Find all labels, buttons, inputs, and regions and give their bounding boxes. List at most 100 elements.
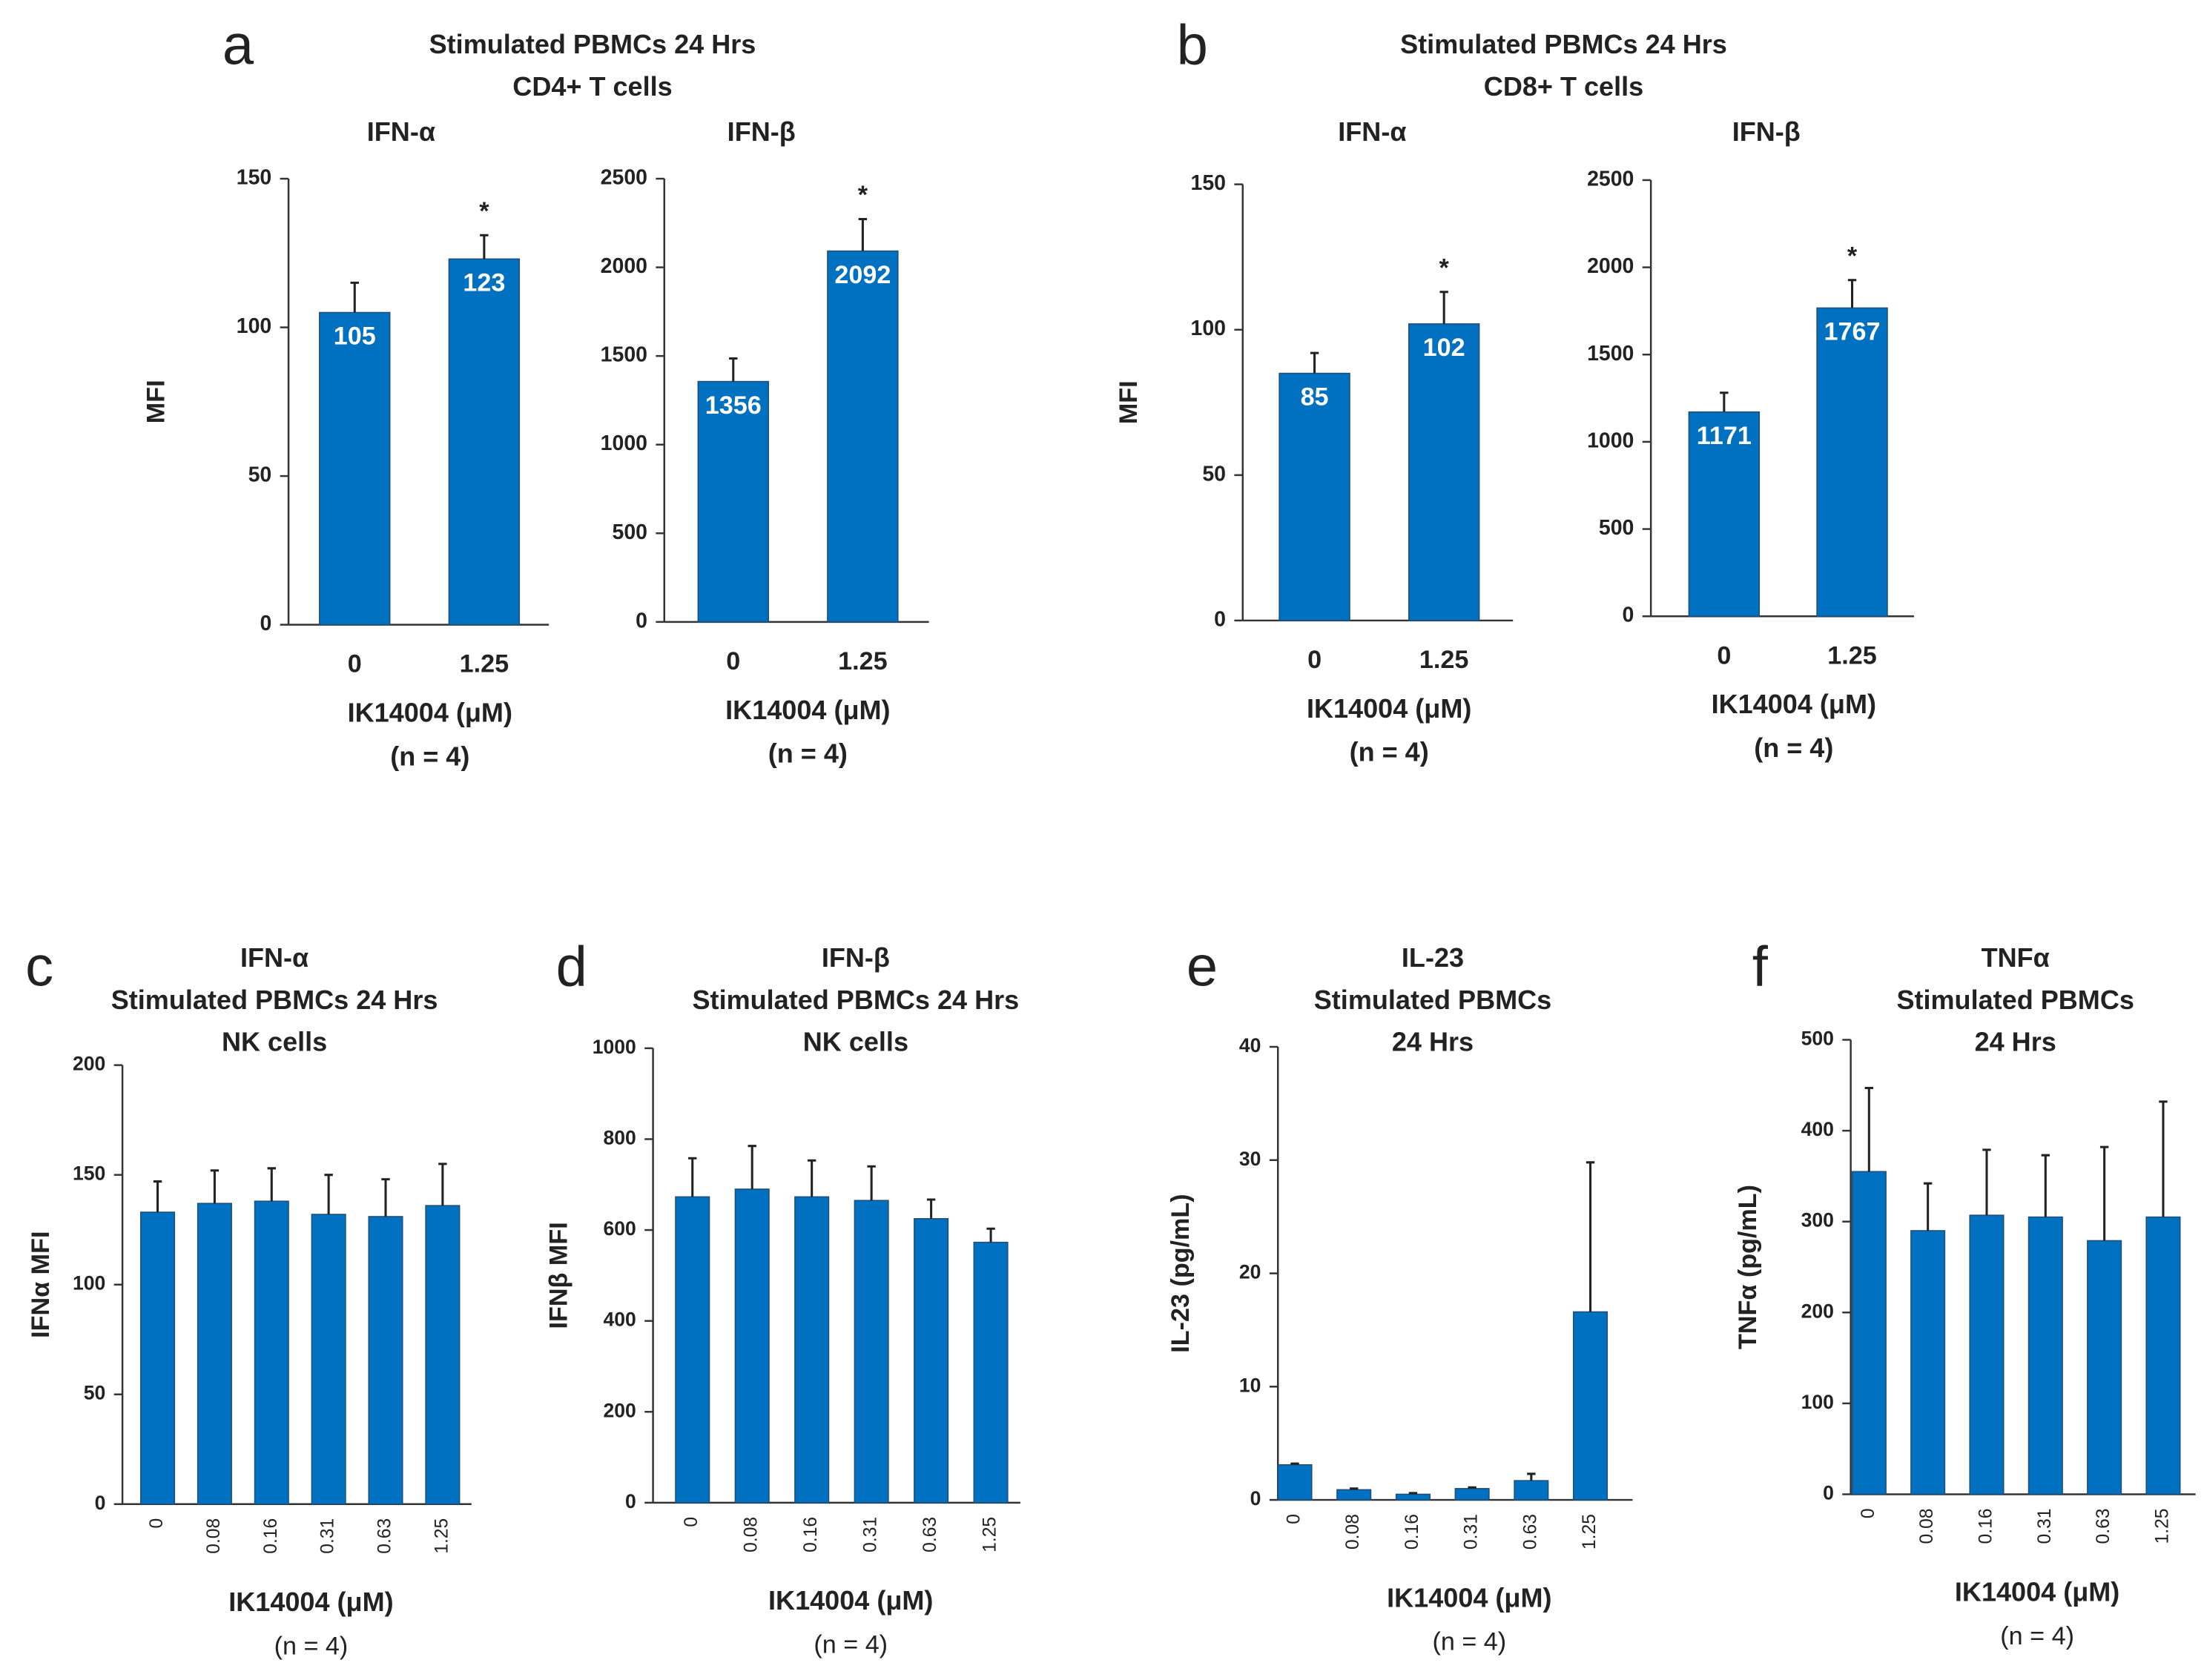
y-tick-label: 50 xyxy=(84,1382,106,1404)
x-tick-label: 0 xyxy=(1858,1508,1878,1518)
y-tick-label: 300 xyxy=(1801,1209,1834,1231)
error-bar xyxy=(1720,391,1729,412)
y-tick-label: 2500 xyxy=(601,166,647,190)
y-tick-label: 150 xyxy=(1191,171,1226,195)
chart-title: TNFα xyxy=(1982,942,2050,973)
bar xyxy=(1277,1464,1313,1501)
x-tick-label: 0.16 xyxy=(801,1517,821,1552)
error-bar xyxy=(807,1159,816,1197)
value-label: 2092 xyxy=(834,261,891,289)
x-tick-label: 0.16 xyxy=(261,1518,281,1554)
x-tick-label: 0.31 xyxy=(861,1517,881,1552)
error-bar xyxy=(1290,1462,1299,1465)
group-title: CD4+ T cells xyxy=(512,71,672,102)
x-tick-label: 0.31 xyxy=(318,1518,338,1554)
error-bar xyxy=(1847,279,1857,308)
panel-letter: b xyxy=(1177,13,1208,76)
error-bar xyxy=(858,218,868,251)
y-axis-label: MFI xyxy=(142,380,171,423)
error-bar xyxy=(267,1167,276,1202)
bar xyxy=(319,311,391,626)
error-bar xyxy=(1439,291,1448,324)
bar xyxy=(140,1211,176,1505)
bar xyxy=(827,250,899,623)
x-tick-label: 1.25 xyxy=(980,1517,1000,1552)
x-tick-label: 1.25 xyxy=(2152,1508,2172,1544)
error-bar xyxy=(1350,1487,1359,1490)
value-label: 1171 xyxy=(1697,422,1752,450)
x-tick-label: 0.63 xyxy=(1520,1514,1540,1550)
sample-note: (n = 4) xyxy=(1350,737,1429,767)
error-bar xyxy=(1864,1086,1874,1172)
error-bar xyxy=(1923,1182,1933,1231)
y-tick-label: 200 xyxy=(1801,1300,1834,1322)
bar xyxy=(973,1241,1009,1504)
error-bar xyxy=(688,1157,697,1197)
x-axis-label: IK14004 (μM) xyxy=(768,1585,933,1615)
significance-mark: * xyxy=(479,197,489,225)
error-bar xyxy=(748,1145,756,1189)
x-tick-label: 0.63 xyxy=(2094,1508,2114,1544)
bar xyxy=(854,1200,889,1504)
value-label: 123 xyxy=(463,269,505,297)
y-axis-label: MFI xyxy=(1115,380,1143,424)
y-tick-label: 200 xyxy=(73,1053,105,1075)
x-tick-label: 0.08 xyxy=(742,1517,762,1552)
error-bar xyxy=(729,357,738,382)
bar xyxy=(2028,1216,2063,1495)
bar xyxy=(1688,411,1761,618)
bar xyxy=(1910,1230,1946,1495)
panel-letter: f xyxy=(1752,936,1769,999)
y-tick-label: 100 xyxy=(237,314,271,338)
y-tick-label: 2500 xyxy=(1587,167,1634,191)
error-bar xyxy=(1468,1486,1477,1489)
y-tick-label: 40 xyxy=(1239,1034,1261,1056)
value-label: 105 xyxy=(334,323,376,351)
bar xyxy=(1336,1489,1372,1501)
y-tick-label: 100 xyxy=(1801,1391,1834,1413)
x-tick-label: 0.08 xyxy=(1917,1508,1937,1544)
error-bar xyxy=(867,1165,876,1201)
bar xyxy=(197,1203,232,1505)
sample-note: (n = 4) xyxy=(1754,732,1833,763)
x-tick-label: 0 xyxy=(1717,641,1731,669)
error-bar xyxy=(438,1163,447,1206)
chart-title: 24 Hrs xyxy=(1975,1027,2056,1057)
x-axis-label: IK14004 (μM) xyxy=(228,1587,393,1617)
y-tick-label: 200 xyxy=(604,1399,636,1421)
chart-title: IL-23 xyxy=(1402,942,1464,973)
y-tick-label: 0 xyxy=(636,609,647,632)
y-tick-label: 600 xyxy=(604,1217,636,1240)
y-tick-label: 500 xyxy=(613,520,647,544)
bar xyxy=(1514,1480,1549,1501)
y-tick-label: 0 xyxy=(1214,607,1226,631)
bar xyxy=(697,380,769,623)
bar xyxy=(1395,1493,1431,1501)
y-axis-label: IFNα MFI xyxy=(27,1231,55,1338)
bar xyxy=(914,1217,949,1504)
chart-title: 24 Hrs xyxy=(1392,1027,1474,1057)
bar xyxy=(1969,1214,2005,1495)
x-tick-label: 0 xyxy=(147,1518,167,1529)
bar xyxy=(2087,1240,2122,1495)
group-title: CD8+ T cells xyxy=(1484,71,1643,102)
x-tick-label: 0.16 xyxy=(1402,1514,1422,1550)
x-tick-label: 0.63 xyxy=(920,1517,940,1552)
x-tick-label: 0.31 xyxy=(1462,1514,1482,1550)
x-axis-label: IK14004 (μM) xyxy=(1387,1582,1551,1613)
y-tick-label: 1000 xyxy=(1587,429,1634,452)
bar xyxy=(311,1214,346,1505)
value-label: 1356 xyxy=(705,391,762,420)
x-tick-label: 1.25 xyxy=(1827,641,1876,669)
y-tick-label: 500 xyxy=(1599,516,1634,540)
value-label: 1767 xyxy=(1824,318,1881,346)
y-tick-label: 1500 xyxy=(601,343,647,367)
error-bar xyxy=(1982,1148,1991,1216)
y-tick-label: 50 xyxy=(1202,462,1226,486)
chart-title: NK cells xyxy=(222,1027,327,1057)
panel-letter: d xyxy=(556,936,587,999)
bar xyxy=(254,1200,289,1505)
chart-title: NK cells xyxy=(803,1027,908,1057)
y-tick-label: 1500 xyxy=(1587,342,1634,366)
error-bar xyxy=(210,1169,220,1204)
